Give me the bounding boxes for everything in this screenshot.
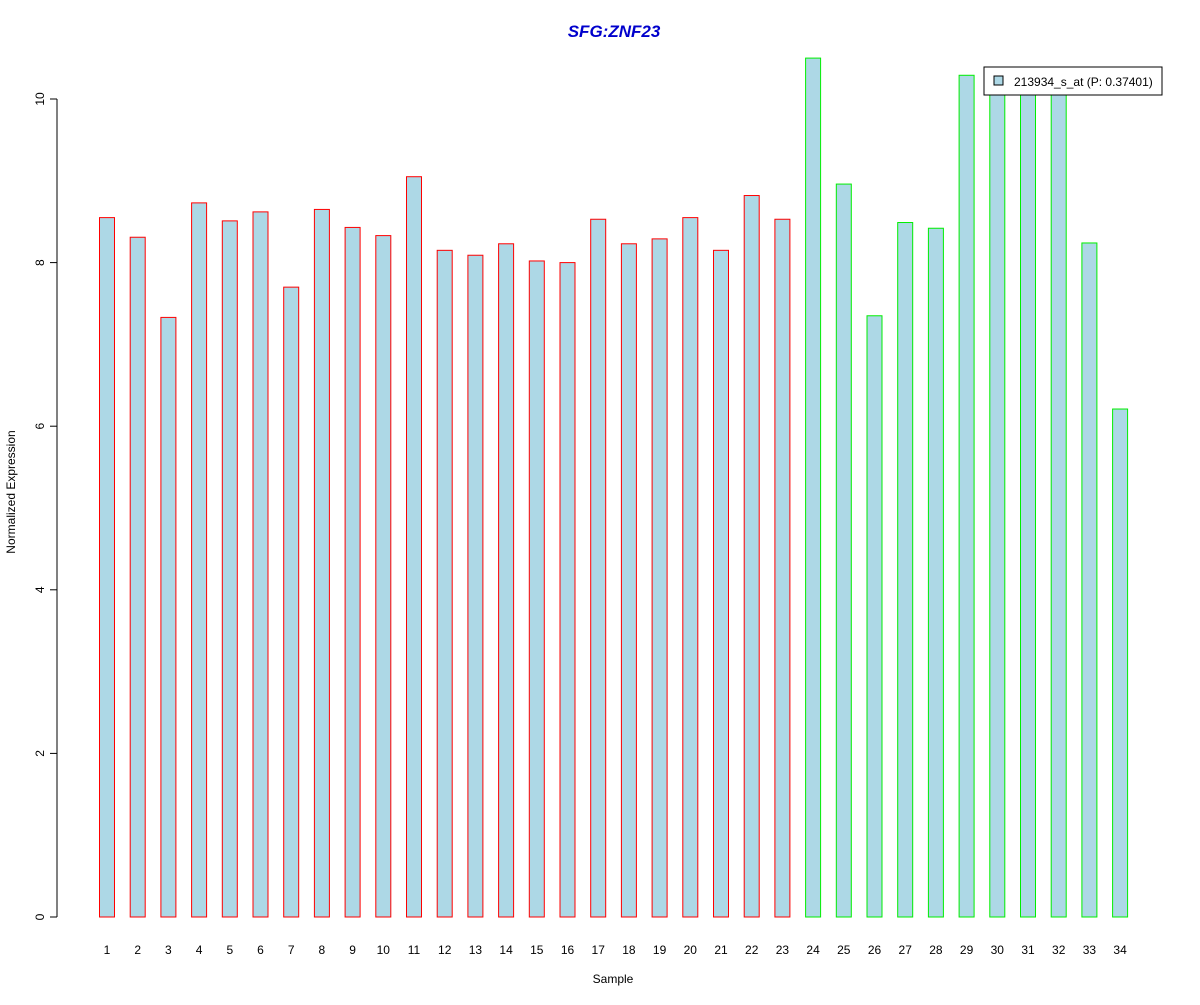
bar [897,222,914,918]
y-tick-label: 4 [33,586,47,593]
x-tick-label: 21 [714,943,728,957]
bar [958,74,975,918]
x-axis-label: Sample [593,972,634,986]
x-tick-label: 23 [776,943,790,957]
x-tick-label: 11 [408,943,421,957]
x-tick-label: 1 [104,943,111,957]
bar [743,195,760,918]
bar [866,315,883,918]
x-tick-label: 5 [226,943,233,957]
x-tick-label: 24 [806,943,820,957]
x-tick-label: 8 [319,943,326,957]
x-tick-label: 9 [349,943,356,957]
bar [406,176,422,918]
bar [620,243,637,918]
x-tick-label: 20 [684,943,698,957]
bar [1050,86,1067,918]
bars-group [99,57,1129,918]
y-axis-label: Normalized Expression [4,430,18,553]
x-tick-label: 16 [561,943,575,957]
bar [559,262,576,918]
x-tick-label: 34 [1113,943,1127,957]
y-tick-label: 6 [33,423,47,430]
bar [221,220,238,918]
x-tick-label: 14 [499,943,513,957]
x-tick-label: 2 [134,943,141,957]
x-tick-label: 28 [929,943,943,957]
chart-title: SFG:ZNF23 [568,22,661,41]
x-axis-tick-labels: 1 2 3 4 5 6 7 8 9 10 11 12 13 14 15 16 17 18 19 20 21 22 23 24 2… [104,943,1127,957]
bar [528,260,545,918]
bar [682,217,699,918]
bar [467,254,484,918]
y-tick-label: 8 [33,259,47,266]
bar [436,249,453,918]
bar [99,217,115,918]
x-tick-label: 13 [469,943,483,957]
x-tick-label: 31 [1021,943,1035,957]
bar [252,211,269,918]
x-tick-label: 17 [592,943,606,957]
bar [1112,408,1129,918]
x-tick-label: 18 [622,943,636,957]
y-tick-label: 0 [33,913,47,920]
bar [129,236,146,918]
bar [989,90,1006,918]
x-tick-label: 25 [837,943,851,957]
bar [774,218,791,918]
bar [498,243,515,918]
y-tick-label: 10 [33,92,47,106]
bar [344,226,361,918]
bar [191,202,208,918]
bar [590,218,607,918]
x-tick-label: 22 [745,943,759,957]
bar [713,249,729,918]
x-tick-label: 12 [438,943,452,957]
bar [1020,82,1036,918]
x-tick-label: 26 [868,943,882,957]
bar [1081,242,1098,918]
x-tick-label: 10 [377,943,391,957]
x-tick-label: 27 [899,943,913,957]
x-tick-label: 33 [1083,943,1097,957]
y-tick-label: 2 [33,750,47,757]
x-tick-label: 32 [1052,943,1066,957]
legend: 213934_s_at (P: 0.37401) [983,66,1163,96]
bar [313,208,330,918]
legend-swatch [993,75,1004,86]
x-tick-label: 29 [960,943,974,957]
bar [375,235,392,918]
bar [927,227,944,918]
x-tick-label: 7 [288,943,295,957]
legend-label: 213934_s_at (P: 0.37401) [1014,75,1153,89]
bar [160,316,177,918]
x-tick-label: 6 [257,943,264,957]
bar [835,183,852,918]
x-tick-label: 30 [991,943,1005,957]
bar [283,286,300,918]
y-axis: 0 2 4 6 8 10 [33,92,58,920]
x-tick-label: 3 [165,943,172,957]
bar [651,238,668,918]
x-tick-label: 15 [530,943,544,957]
x-tick-label: 19 [653,943,667,957]
x-tick-label: 4 [196,943,203,957]
legend-box [983,66,1163,96]
bar [805,57,822,918]
